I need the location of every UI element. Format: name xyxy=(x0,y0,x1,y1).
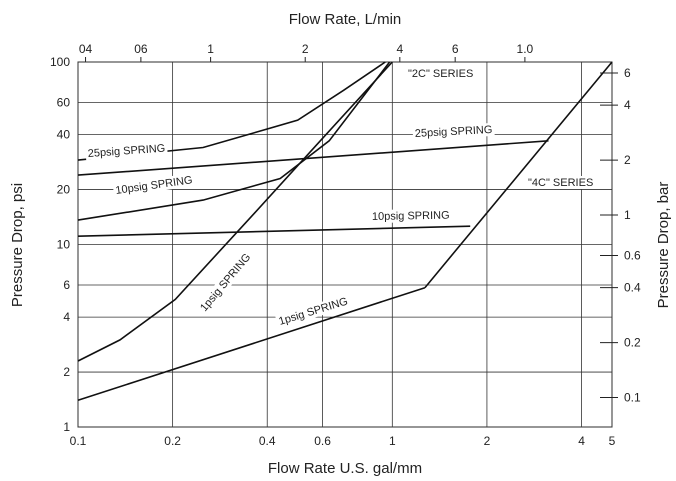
series-line xyxy=(77,61,391,221)
x-tick-label: 0.1 xyxy=(70,434,87,448)
x-tick-label: 4 xyxy=(578,434,585,448)
annotation-bg xyxy=(526,176,596,189)
y-tick-label: 10 xyxy=(57,238,71,252)
y2-tick-label: 0.4 xyxy=(624,281,641,295)
x-tick-label: 0.2 xyxy=(164,434,181,448)
series-line xyxy=(424,61,613,289)
x-tick-label: 2 xyxy=(484,434,491,448)
annotation: 1psig SPRING xyxy=(198,251,253,314)
annotation: 10psig SPRING xyxy=(372,210,450,223)
y-tick-label: 100 xyxy=(50,55,70,69)
y2-tick-label: 0.1 xyxy=(624,391,641,405)
series-line xyxy=(77,140,549,176)
y2-tick-label: 0.6 xyxy=(624,249,641,263)
x2-axis-label: Flow Rate, L/min xyxy=(289,11,402,28)
y-tick-label: 6 xyxy=(63,278,70,292)
x-tick-label: 0.4 xyxy=(259,434,276,448)
y2-tick-label: 6 xyxy=(624,66,631,80)
y2-tick-label: 0.2 xyxy=(624,336,641,350)
annotation: 1psig SPRING xyxy=(277,295,349,327)
annotation-bg xyxy=(412,122,495,141)
annotation: 25psig SPRING xyxy=(87,143,165,160)
annotation: "2C" SERIES xyxy=(408,68,473,80)
annotation-bg xyxy=(112,173,196,198)
x2-tick-label: 1 xyxy=(207,42,214,56)
series-line xyxy=(77,225,471,237)
x2-tick-label: 06 xyxy=(134,42,148,56)
y-tick-label: 20 xyxy=(57,183,71,197)
annotation: 10psig SPRING xyxy=(115,174,194,197)
x-tick-label: 5 xyxy=(609,434,616,448)
y-tick-label: 40 xyxy=(57,128,71,142)
annotation-bg xyxy=(196,249,255,316)
annotation-bg xyxy=(406,67,476,80)
x2-tick-label: 4 xyxy=(396,42,403,56)
series-line xyxy=(77,286,426,402)
series-line xyxy=(77,61,393,362)
y2-tick-label: 1 xyxy=(624,208,631,222)
y-tick-label: 4 xyxy=(63,310,70,324)
y-tick-label: 1 xyxy=(63,420,70,434)
x-axis-label: Flow Rate U.S. gal/mm xyxy=(268,460,422,477)
y-tick-label: 2 xyxy=(63,365,70,379)
y2-axis-label: Pressure Drop, bar xyxy=(655,182,672,309)
x-tick-label: 1 xyxy=(389,434,396,448)
y2-tick-label: 4 xyxy=(624,98,631,112)
x2-tick-label: 1.0 xyxy=(517,42,534,56)
annotation-bg xyxy=(85,141,168,161)
x2-tick-label: 2 xyxy=(302,42,309,56)
annotation: "4C" SERIES xyxy=(528,177,593,189)
y-axis-label: Pressure Drop, psi xyxy=(9,183,26,307)
annotation: 25psig SPRING xyxy=(415,124,493,140)
x2-tick-label: 04 xyxy=(79,42,93,56)
y-tick-label: 60 xyxy=(57,95,71,109)
y2-tick-label: 2 xyxy=(624,153,631,167)
annotation-bg xyxy=(369,208,452,224)
annotation-bg xyxy=(275,293,352,329)
x-tick-label: 0.6 xyxy=(314,434,331,448)
x2-tick-label: 6 xyxy=(452,42,459,56)
